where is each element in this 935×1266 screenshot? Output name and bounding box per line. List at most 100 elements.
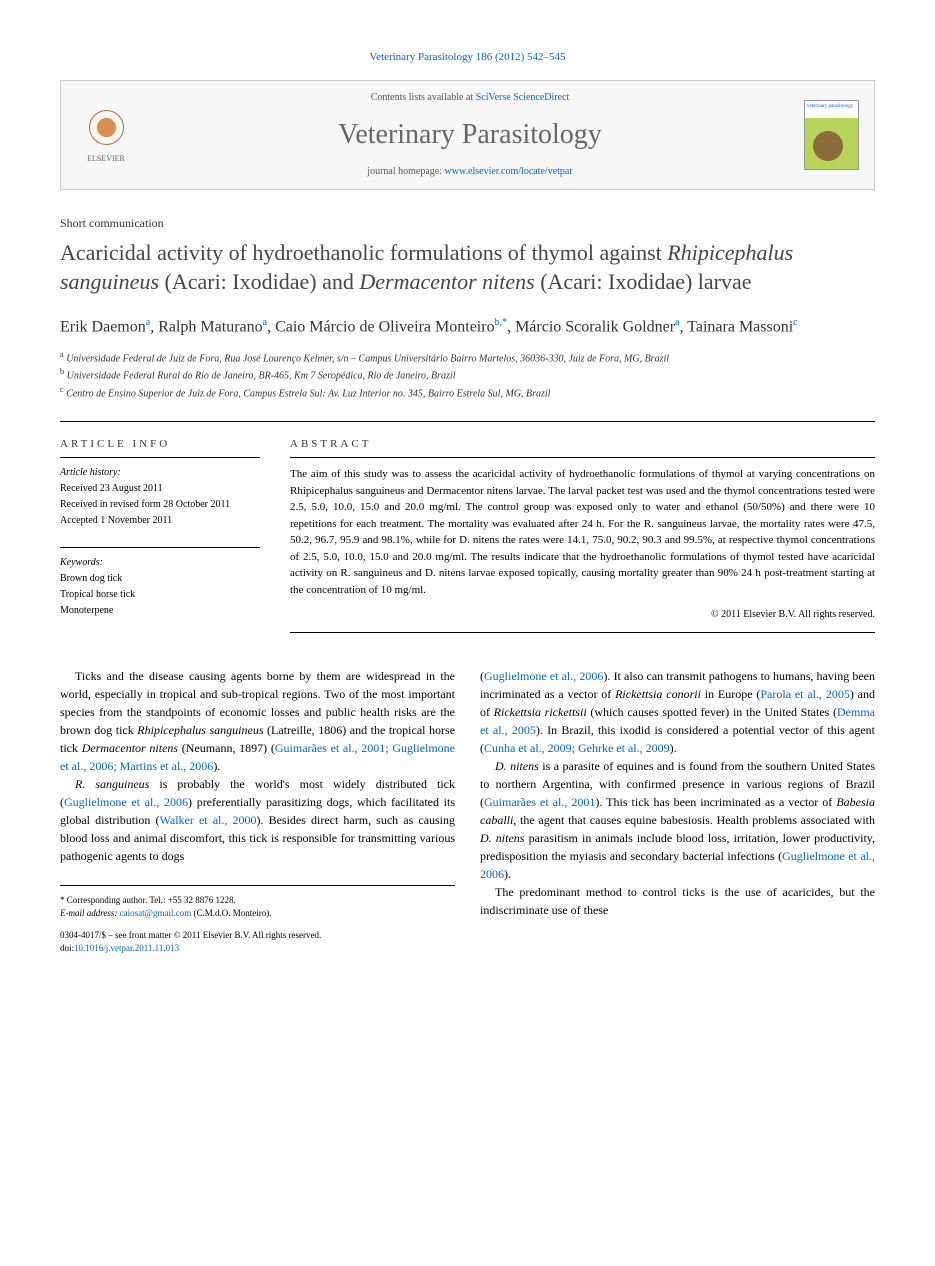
article-history-block: Article history: Received 23 August 2011… (60, 466, 260, 535)
body-columns: Ticks and the disease causing agents bor… (60, 667, 875, 954)
corresponding-author: * Corresponding author. Tel.: +55 32 887… (60, 894, 455, 919)
history-received: Received 23 August 2011 (60, 482, 260, 496)
keywords-heading: Keywords: (60, 556, 260, 570)
homepage-prefix: journal homepage: (367, 166, 444, 177)
history-revised: Received in revised form 28 October 2011 (60, 498, 260, 512)
corresp-email-line: E-mail address: caiosat@gmail.com (C.M.d… (60, 907, 455, 920)
abstract-heading: ABSTRACT (290, 437, 875, 458)
journal-header: ELSEVIER Contents lists available at Sci… (60, 80, 875, 189)
aff-sup-b: b (60, 367, 64, 376)
p3-cite4[interactable]: Cunha et al., 2009; Gehrke et al., 2009 (484, 741, 670, 755)
contents-line: Contents lists available at SciVerse Sci… (136, 91, 804, 105)
p3-post: ). (670, 741, 677, 755)
p2-em1: R. sanguineus (75, 777, 149, 791)
author-1: Erik Daemon (60, 318, 146, 335)
email-label: E-mail address: (60, 908, 120, 918)
p1-mid2: (Neumann, 1897) ( (178, 741, 275, 755)
p3-mid2: in Europe ( (701, 687, 760, 701)
elsevier-label: ELSEVIER (87, 153, 125, 164)
journal-center-block: Contents lists available at SciVerse Sci… (136, 91, 804, 178)
corresp-tel: * Corresponding author. Tel.: +55 32 887… (60, 894, 455, 907)
abstract-copyright: © 2011 Elsevier B.V. All rights reserved… (290, 608, 875, 622)
keyword-1: Brown dog tick (60, 572, 260, 586)
email-link[interactable]: caiosat@gmail.com (120, 908, 192, 918)
affiliations: a Universidade Federal de Juiz de Fora, … (60, 349, 875, 401)
keywords-block: Keywords: Brown dog tick Tropical horse … (60, 547, 260, 625)
author-5: Tainara Massoni (687, 318, 793, 335)
p4-em1: D. nitens (495, 759, 539, 773)
body-p4: D. nitens is a parasite of equines and i… (480, 757, 875, 883)
issn-line: 0304-4017/$ – see front matter © 2011 El… (60, 929, 455, 942)
aff-text-c: Centro de Ensino Superior de Juiz de For… (66, 388, 550, 399)
title-species-2: Dermacentor nitens (359, 269, 534, 294)
title-part-3: (Acari: Ixodidae) larvae (535, 269, 752, 294)
p2-cite2[interactable]: Walker et al., 2000 (160, 813, 257, 827)
p3-em1: Rickettsia conorii (615, 687, 701, 701)
body-p5: The predominant method to control ticks … (480, 883, 875, 919)
p4-cite1[interactable]: Guimarães et al., 2001 (484, 795, 595, 809)
sciencedirect-link[interactable]: SciVerse ScienceDirect (476, 92, 570, 103)
journal-cover-thumb: veterinary parasitology (804, 100, 859, 170)
elsevier-tree-icon (84, 105, 129, 150)
article-type: Short communication (60, 215, 875, 232)
abstract-text: The aim of this study was to assess the … (290, 466, 875, 598)
p1-post: ). (213, 759, 220, 773)
article-info-heading: ARTICLE INFO (60, 437, 260, 458)
body-p2: R. sanguineus is probably the world's mo… (60, 775, 455, 865)
history-heading: Article history: (60, 466, 260, 480)
author-2: Ralph Maturano (158, 318, 262, 335)
body-p1: Ticks and the disease causing agents bor… (60, 667, 455, 775)
author-3-aff: b,* (495, 317, 508, 328)
author-3: Caio Márcio de Oliveira Monteiro (275, 318, 495, 335)
cover-title: veterinary parasitology (805, 101, 858, 112)
author-4-aff: a (675, 317, 679, 328)
p1-em1: Rhipicephalus sanguineus (137, 723, 263, 737)
author-4: Márcio Scoralik Goldner (515, 318, 675, 335)
p4-post: ). (504, 867, 511, 881)
author-2-aff: a (263, 317, 267, 328)
p3-mid4: (which causes spotted fever) in the Unit… (587, 705, 837, 719)
doi-block: 0304-4017/$ – see front matter © 2011 El… (60, 929, 455, 954)
article-info: ARTICLE INFO Article history: Received 2… (60, 437, 260, 637)
header-citation: Veterinary Parasitology 186 (2012) 542–5… (60, 50, 875, 65)
title-part-1: Acaricidal activity of hydroethanolic fo… (60, 240, 667, 265)
keyword-2: Tropical horse tick (60, 588, 260, 602)
abstract-bottom-rule (290, 632, 875, 633)
p1-em2: Dermacentor nitens (82, 741, 178, 755)
body-column-right: (Guglielmone et al., 2006). It also can … (480, 667, 875, 954)
author-1-aff: a (146, 317, 150, 328)
article-title: Acaricidal activity of hydroethanolic fo… (60, 239, 875, 296)
keyword-3: Monoterpene (60, 604, 260, 618)
p2-cite1[interactable]: Guglielmone et al., 2006 (64, 795, 188, 809)
doi-line: doi:10.1016/j.vetpar.2011.11.013 (60, 942, 455, 955)
doi-label: doi: (60, 943, 74, 953)
p3-em2: Rickettsia rickettsii (494, 705, 587, 719)
footer-block: * Corresponding author. Tel.: +55 32 887… (60, 885, 455, 954)
homepage-link[interactable]: www.elsevier.com/locate/vetpar (445, 166, 573, 177)
email-post: (C.M.d.O. Monteiro). (191, 908, 271, 918)
p4-mid3: , the agent that causes equine babesiosi… (513, 813, 875, 827)
aff-text-b: Universidade Federal Rural do Rio de Jan… (67, 371, 456, 382)
doi-link[interactable]: 10.1016/j.vetpar.2011.11.013 (74, 943, 179, 953)
elsevier-logo: ELSEVIER (76, 100, 136, 170)
aff-sup-c: c (60, 385, 64, 394)
affiliation-a: a Universidade Federal de Juiz de Fora, … (60, 349, 875, 366)
history-accepted: Accepted 1 November 2011 (60, 514, 260, 528)
body-p3: (Guglielmone et al., 2006). It also can … (480, 667, 875, 757)
aff-text-a: Universidade Federal de Juiz de Fora, Ru… (66, 353, 669, 364)
authors-line: Erik Daemona, Ralph Maturanoa, Caio Márc… (60, 315, 875, 339)
affiliation-b: b Universidade Federal Rural do Rio de J… (60, 366, 875, 383)
info-abstract-row: ARTICLE INFO Article history: Received 2… (60, 421, 875, 637)
body-column-left: Ticks and the disease causing agents bor… (60, 667, 455, 954)
p4-mid2: ). This tick has been incriminated as a … (595, 795, 836, 809)
aff-sup-a: a (60, 350, 64, 359)
p3-cite2[interactable]: Parola et al., 2005 (760, 687, 849, 701)
author-5-aff: c (793, 317, 797, 328)
p4-em3: D. nitens (480, 831, 524, 845)
contents-prefix: Contents lists available at (371, 92, 476, 103)
affiliation-c: c Centro de Ensino Superior de Juiz de F… (60, 384, 875, 401)
abstract: ABSTRACT The aim of this study was to as… (290, 437, 875, 637)
p3-cite1[interactable]: Guglielmone et al., 2006 (484, 669, 603, 683)
title-part-2: (Acari: Ixodidae) and (159, 269, 359, 294)
journal-name: Veterinary Parasitology (136, 115, 804, 154)
